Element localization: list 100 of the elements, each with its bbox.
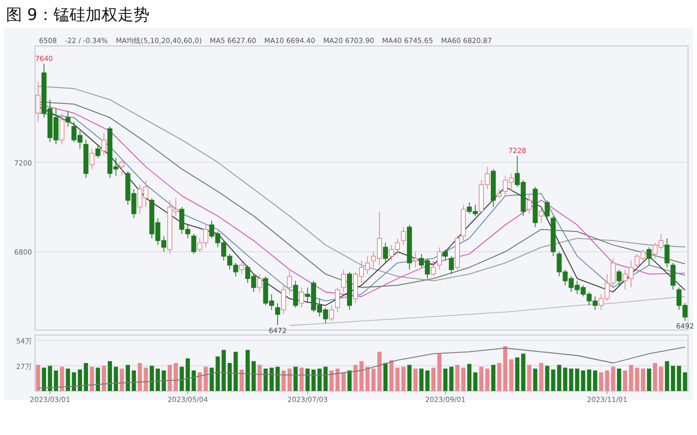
bar xyxy=(132,370,136,391)
candlestick xyxy=(448,256,454,274)
candlestick xyxy=(335,287,340,313)
candlestick xyxy=(616,269,622,286)
bar xyxy=(401,366,406,391)
bar xyxy=(682,372,688,391)
bar xyxy=(48,366,52,391)
candlestick xyxy=(544,200,550,221)
bar xyxy=(383,363,388,391)
bar xyxy=(126,364,130,391)
bar xyxy=(377,352,382,391)
bar xyxy=(413,368,418,391)
bar xyxy=(102,366,106,391)
bar xyxy=(335,368,340,391)
bar xyxy=(84,363,88,391)
bar xyxy=(96,368,100,391)
bar xyxy=(593,370,598,391)
bar xyxy=(347,370,352,391)
candlestick xyxy=(281,284,286,315)
bar xyxy=(617,368,622,391)
bar xyxy=(42,368,46,391)
bar xyxy=(664,361,670,391)
candlestick xyxy=(275,302,280,326)
bar xyxy=(652,363,658,391)
bar xyxy=(491,364,496,391)
candlestick xyxy=(257,274,262,292)
bar xyxy=(431,368,436,391)
candlestick xyxy=(664,238,670,268)
candlestick xyxy=(191,233,196,254)
bar xyxy=(114,366,118,391)
bar xyxy=(634,368,640,391)
bar xyxy=(443,368,448,391)
chart-title: 图 9：锰硅加权走势 xyxy=(6,5,150,24)
candlestick xyxy=(430,260,436,277)
line-series xyxy=(38,346,686,389)
bar xyxy=(658,366,664,391)
bar xyxy=(54,370,58,391)
bar xyxy=(264,368,268,391)
candlestick xyxy=(412,251,418,268)
bar xyxy=(371,368,376,391)
bar xyxy=(60,366,64,391)
candlestick xyxy=(119,160,124,176)
candlestick xyxy=(89,148,94,170)
bar xyxy=(66,368,70,391)
bar xyxy=(276,366,280,391)
bar xyxy=(108,361,112,391)
candlestick xyxy=(239,260,244,274)
candlestick xyxy=(59,112,64,145)
candlestick xyxy=(299,287,304,308)
candlestick xyxy=(36,81,40,122)
candlestick xyxy=(538,206,544,224)
candlestick xyxy=(287,269,292,295)
candlestick xyxy=(341,269,346,292)
candlestick xyxy=(329,305,334,322)
bar xyxy=(90,366,94,391)
bar xyxy=(646,368,652,391)
bar xyxy=(282,370,286,391)
bar xyxy=(288,368,292,391)
bar xyxy=(78,370,82,391)
bar xyxy=(437,354,442,391)
bar xyxy=(623,370,628,391)
bar xyxy=(299,368,304,391)
bar xyxy=(305,368,310,391)
candlestick xyxy=(646,246,652,266)
bar xyxy=(317,368,322,391)
bar xyxy=(605,370,610,391)
candlestick xyxy=(526,193,532,214)
candlestick xyxy=(670,262,676,290)
bar xyxy=(294,366,298,391)
bar xyxy=(365,366,370,391)
bar xyxy=(425,370,430,391)
bar xyxy=(353,364,358,391)
bar xyxy=(323,366,328,391)
bar xyxy=(539,363,544,391)
bar xyxy=(36,364,40,391)
bar xyxy=(270,368,274,391)
bar xyxy=(389,360,394,391)
bar xyxy=(341,372,346,391)
candlestick xyxy=(400,226,406,246)
bar xyxy=(395,368,400,391)
bar xyxy=(670,366,676,391)
bar xyxy=(676,366,682,391)
bar xyxy=(628,364,634,391)
candlestick xyxy=(442,249,448,262)
bar xyxy=(449,366,454,391)
bar xyxy=(533,368,538,391)
candlestick xyxy=(95,144,100,158)
bar xyxy=(407,364,412,391)
bar xyxy=(527,364,532,391)
bar xyxy=(359,361,364,391)
candlestick xyxy=(65,110,70,127)
bar xyxy=(240,370,244,391)
candlestick xyxy=(293,280,298,308)
bar xyxy=(611,366,616,391)
bar xyxy=(599,372,604,391)
bar xyxy=(329,370,334,391)
candlestick xyxy=(436,246,442,270)
candlestick xyxy=(101,132,106,156)
bar xyxy=(258,364,262,391)
bar xyxy=(419,368,424,391)
